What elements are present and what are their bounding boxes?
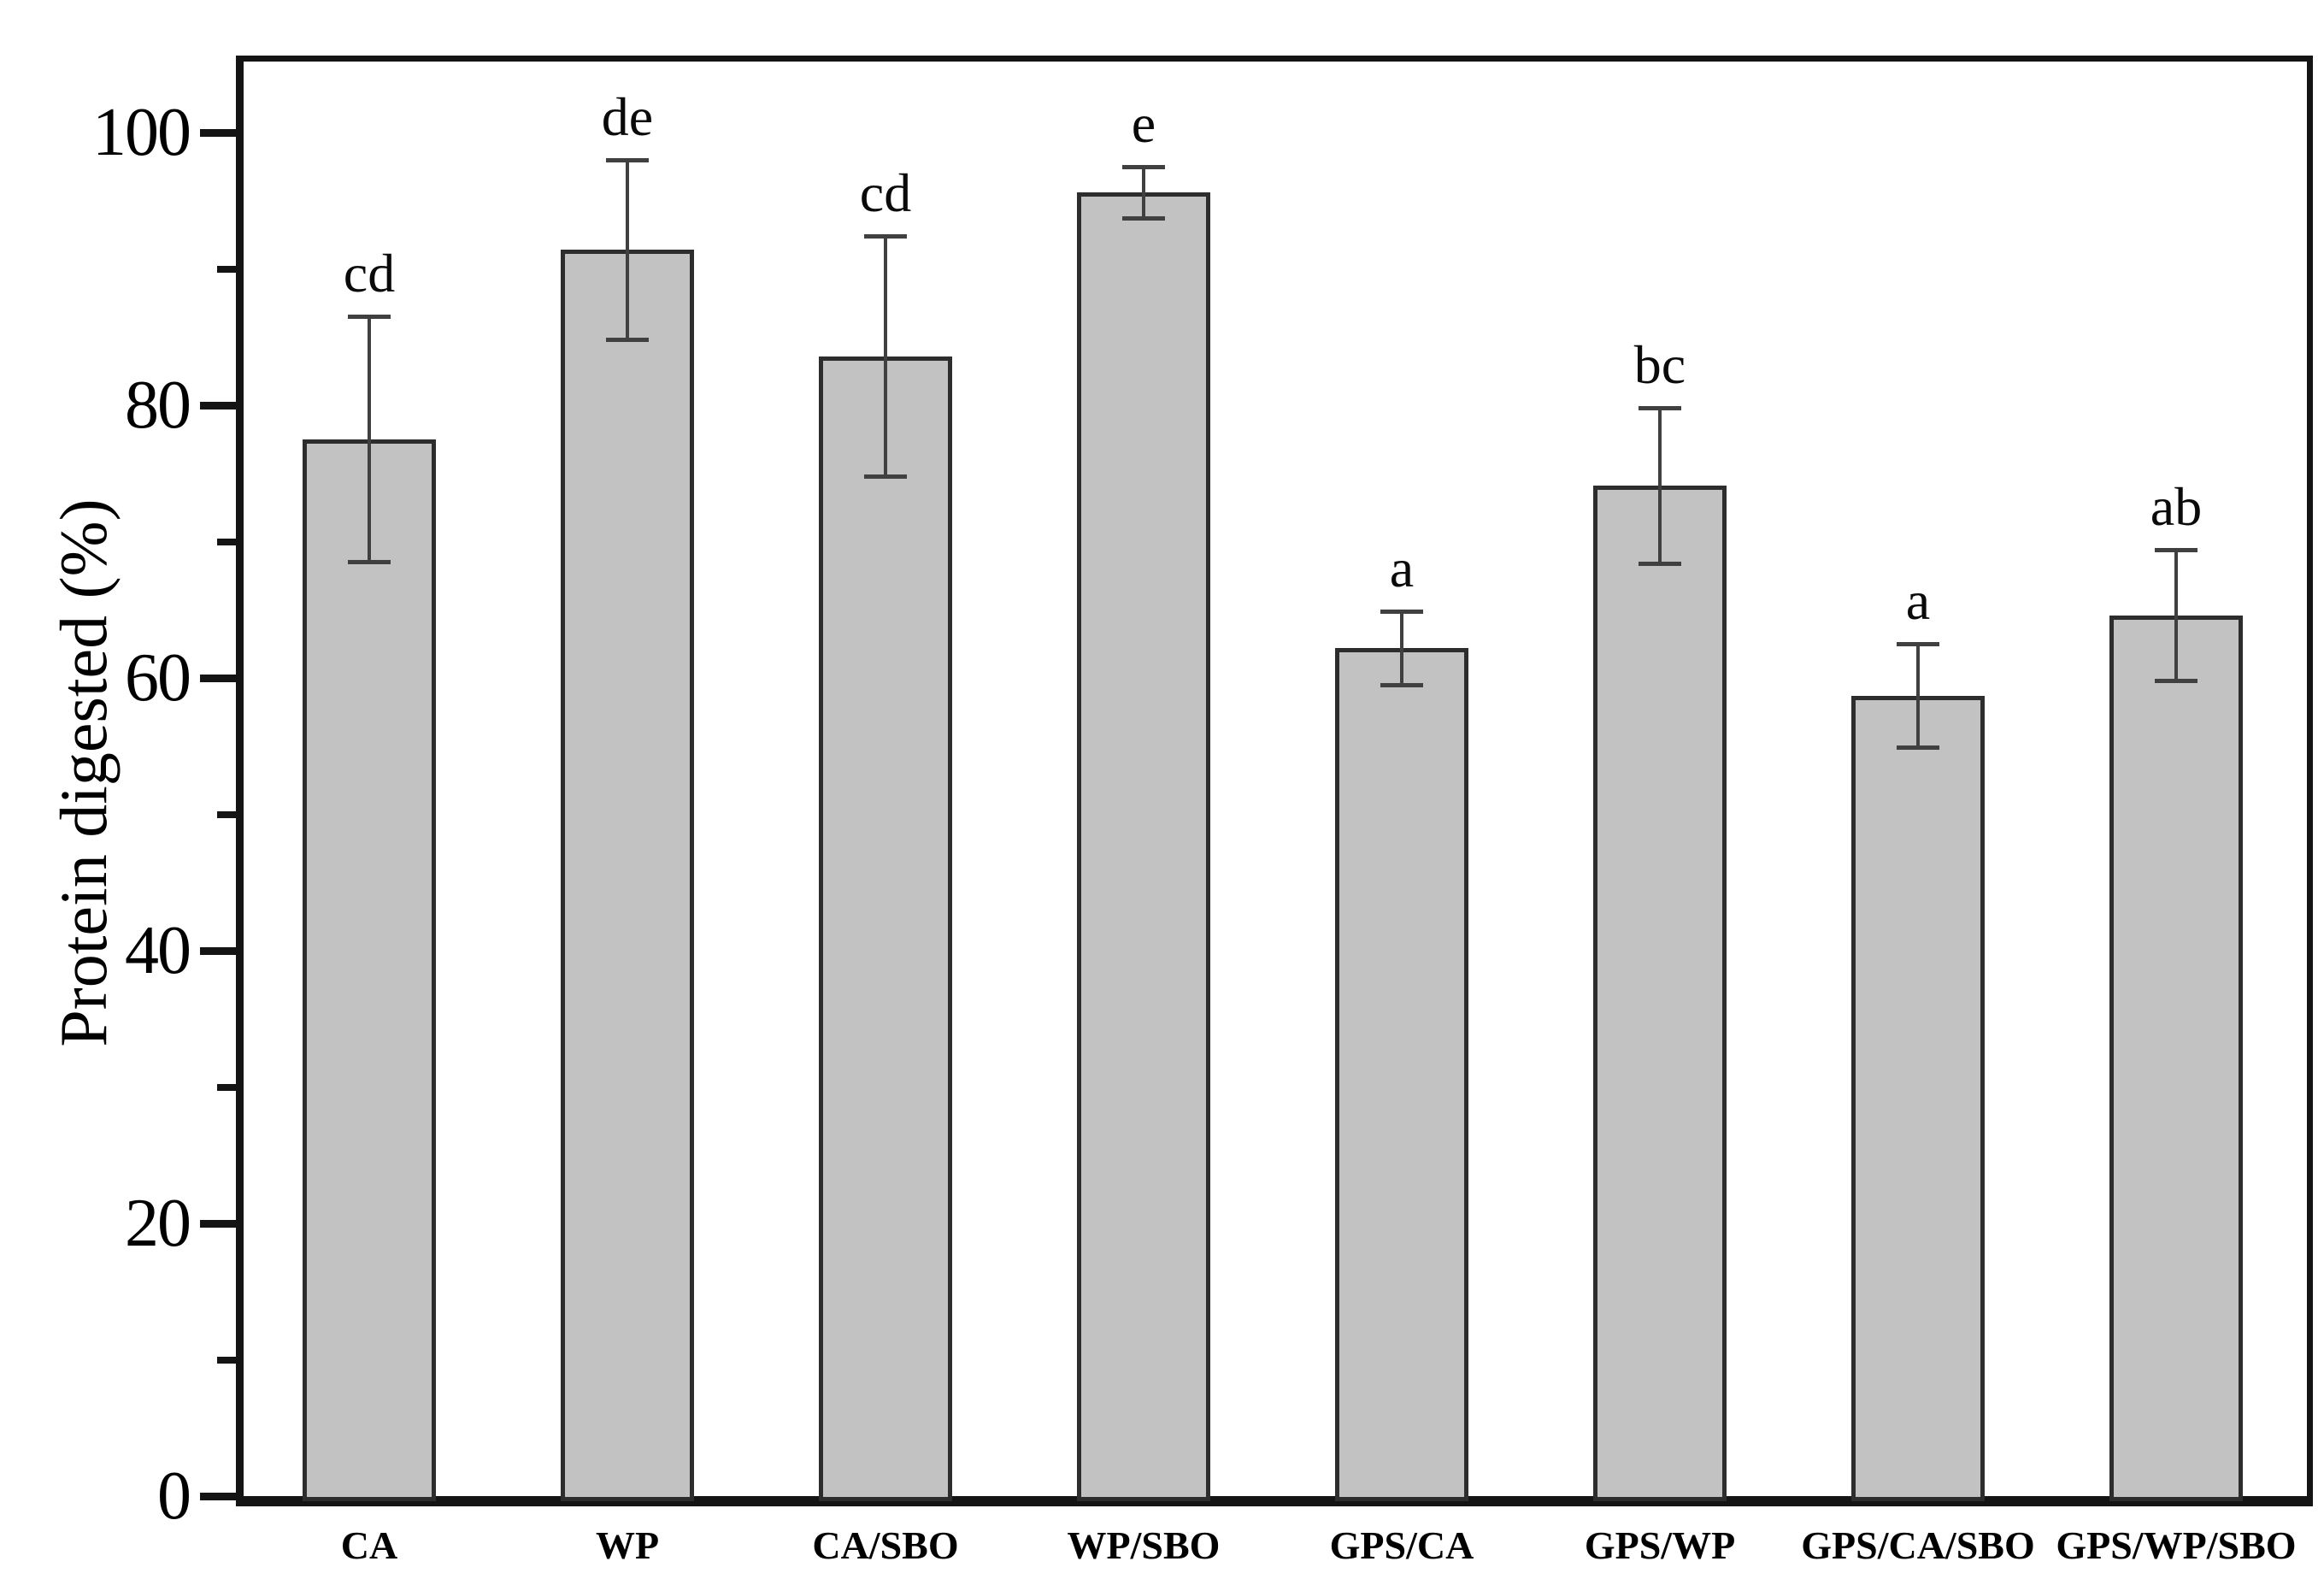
x-axis-category-label: GPS/WP/SBO [2056,1523,2297,1567]
error-bar-cap-top [864,234,907,239]
plot-border-top [236,56,2313,62]
significance-label: cd [343,243,396,303]
plot-border-right [2307,56,2313,1506]
error-bar-cap-top [1122,165,1165,169]
bar [1077,192,1210,1501]
bar [819,356,952,1501]
y-major-tick [200,402,239,410]
significance-label: ab [2150,476,2203,537]
error-bar-cap-top [1639,406,1681,410]
y-tick-label: 0 [157,1458,191,1534]
y-minor-tick [217,539,239,545]
bar [1335,648,1468,1501]
error-bar-cap-bottom [2155,679,2198,683]
error-bar [626,160,629,339]
significance-label: de [601,86,654,147]
error-bar-cap-bottom [1380,683,1423,687]
x-axis-line [236,1496,2313,1506]
bar [561,250,694,1501]
y-axis-title: Protein digested (%) [46,498,121,1047]
x-axis-category-label: GPS/CA/SBO [1801,1523,2035,1567]
x-axis-category-label: GPS/WP [1584,1523,1736,1567]
error-bar [2174,550,2178,681]
error-bar-cap-bottom [1639,562,1681,566]
y-major-tick [200,1220,239,1228]
significance-label: a [1389,538,1415,598]
y-minor-tick [217,1357,239,1364]
y-major-tick [200,947,239,955]
bar [2109,616,2243,1501]
y-major-tick [200,1493,239,1500]
y-major-tick [200,675,239,682]
error-bar [884,236,887,476]
y-tick-label: 60 [125,640,191,716]
error-bar-cap-top [2155,548,2198,552]
x-axis-category-label: WP [595,1523,660,1567]
y-axis-line [236,56,244,1506]
error-bar-cap-bottom [606,338,649,342]
error-bar [1916,644,1920,747]
bar [1593,486,1727,1501]
y-tick-label: 100 [92,95,191,170]
y-minor-tick [217,266,239,273]
error-bar-cap-bottom [864,474,907,479]
significance-label: e [1131,93,1156,154]
x-axis-category-label: CA/SBO [812,1523,959,1567]
y-tick-label: 80 [125,368,191,443]
error-bar [368,316,371,562]
error-bar [1400,611,1403,685]
error-bar-cap-bottom [348,560,391,564]
error-bar-cap-bottom [1897,745,1939,750]
error-bar-cap-top [1897,642,1939,646]
x-axis-category-label: GPS/CA [1329,1523,1474,1567]
error-bar [1658,408,1662,563]
significance-label: cd [859,162,912,223]
error-bar-cap-top [606,158,649,162]
y-tick-label: 40 [125,913,191,988]
bar [303,439,436,1501]
error-bar-cap-bottom [1122,216,1165,221]
y-minor-tick [217,1084,239,1091]
error-bar-cap-top [1380,610,1423,614]
y-tick-label: 20 [125,1186,191,1261]
y-major-tick [200,129,239,137]
error-bar [1142,167,1145,218]
significance-label: a [1905,570,1931,631]
x-axis-category-label: CA [340,1523,398,1567]
significance-label: bc [1633,334,1686,395]
x-axis-category-label: WP/SBO [1067,1523,1221,1567]
y-minor-tick [217,811,239,818]
bar [1851,696,1985,1501]
error-bar-cap-top [348,315,391,319]
